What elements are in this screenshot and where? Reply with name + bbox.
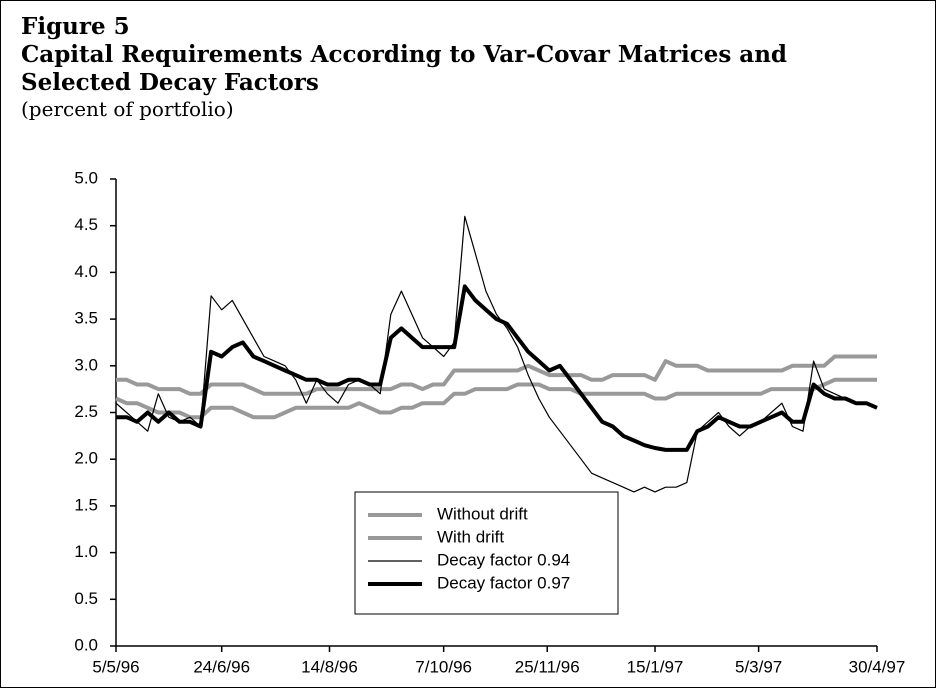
y-tick-label: 2.5 xyxy=(74,402,98,421)
x-tick-label: 30/4/97 xyxy=(849,657,906,676)
chart-subtitle: (percent of portfolio) xyxy=(21,97,234,121)
x-tick-label: 15/1/97 xyxy=(627,657,684,676)
y-tick-label: 3.0 xyxy=(74,355,98,374)
x-tick-label: 24/6/96 xyxy=(193,657,250,676)
legend-label: With drift xyxy=(437,527,504,546)
legend-label: Decay factor 0.97 xyxy=(437,573,570,592)
y-tick-label: 0.0 xyxy=(74,635,98,654)
series-line xyxy=(115,377,877,420)
x-tick-label: 25/11/96 xyxy=(515,657,580,676)
y-tick-label: 5.0 xyxy=(74,168,98,187)
y-tick-label: 4.5 xyxy=(74,215,98,234)
series-line xyxy=(115,215,878,493)
series-line xyxy=(116,284,878,452)
legend-label: Without drift xyxy=(437,504,528,523)
x-tick-label: 7/10/96 xyxy=(415,657,472,676)
chart-title: Capital Requirements According to Var-Co… xyxy=(21,41,788,96)
legend-box xyxy=(354,491,619,615)
legend-label: Decay factor 0.94 xyxy=(437,550,570,569)
y-tick-label: 2.0 xyxy=(74,449,98,468)
x-tick-label: 5/5/96 xyxy=(92,657,139,676)
x-tick-label: 14/8/96 xyxy=(301,657,358,676)
y-tick-label: 1.5 xyxy=(74,495,98,514)
y-tick-label: 3.5 xyxy=(74,309,98,328)
y-tick-label: 4.0 xyxy=(74,262,98,281)
y-tick-label: 1.0 xyxy=(74,542,98,561)
figure-label: Figure 5 xyxy=(21,13,130,40)
y-tick-label: 0.5 xyxy=(74,589,98,608)
x-tick-label: 5/3/97 xyxy=(735,657,782,676)
series-line xyxy=(116,354,877,396)
